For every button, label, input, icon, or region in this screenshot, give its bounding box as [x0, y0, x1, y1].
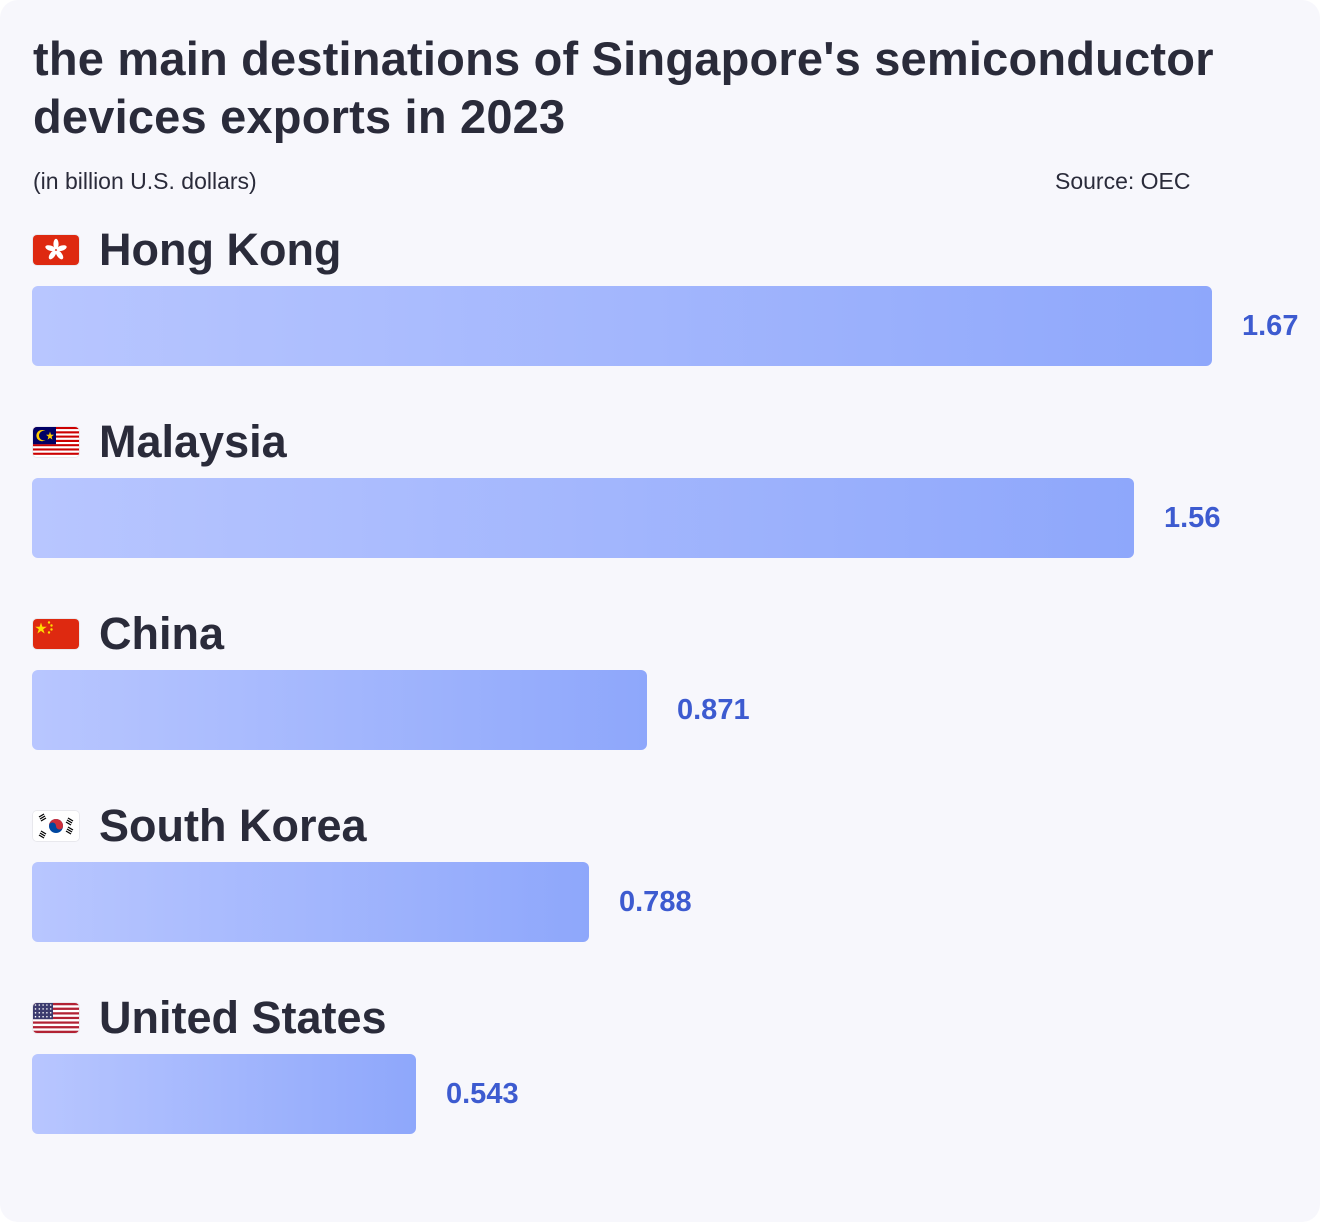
malaysia-flag-icon: [33, 427, 79, 457]
chart-source: Source: OEC: [1055, 168, 1191, 194]
bar-row: South Korea 0.788: [0, 796, 1320, 966]
category-name: China: [99, 608, 225, 659]
bar: [32, 478, 1134, 558]
data-label: 0.543: [446, 1078, 519, 1110]
category-name: Hong Kong: [99, 224, 342, 275]
bar-row: China 0.871: [0, 604, 1320, 774]
data-label: 0.788: [619, 886, 692, 918]
category-label: Hong Kong: [33, 220, 341, 280]
category-label: United States: [33, 988, 387, 1048]
bar-row: United States 0.543: [0, 988, 1320, 1158]
bar: [32, 670, 647, 750]
chart-title: the main destinations of Singapore's sem…: [33, 32, 1214, 143]
bar: [32, 1054, 416, 1134]
category-label: Malaysia: [33, 412, 287, 472]
hong-kong-flag-icon: [33, 235, 79, 265]
category-name: South Korea: [99, 800, 367, 851]
bar: [32, 286, 1212, 366]
bar: [32, 862, 589, 942]
south-korea-flag-icon: [33, 811, 79, 841]
data-label: 0.871: [677, 694, 750, 726]
data-label: 1.67: [1242, 310, 1299, 342]
united-states-flag-icon: [33, 1003, 79, 1033]
data-label: 1.56: [1164, 502, 1221, 534]
category-label: China: [33, 604, 224, 664]
bar-row: Hong Kong 1.67: [0, 220, 1320, 390]
bar-row: Malaysia 1.56: [0, 412, 1320, 582]
category-name: United States: [99, 992, 387, 1043]
chart-subtitle: (in billion U.S. dollars): [33, 168, 257, 194]
category-label: South Korea: [33, 796, 367, 856]
category-name: Malaysia: [99, 416, 287, 467]
china-flag-icon: [33, 619, 79, 649]
